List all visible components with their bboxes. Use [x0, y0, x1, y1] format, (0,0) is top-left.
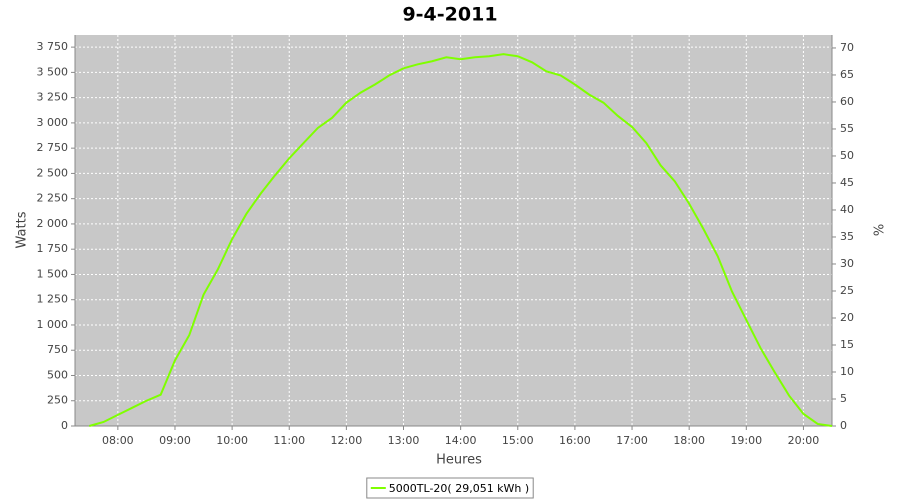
x-tick-label: 13:00: [388, 434, 420, 447]
y-tick-label: 3 250: [37, 91, 69, 104]
y2-tick-label: 35: [840, 230, 854, 243]
legend: [366, 477, 534, 499]
y-tick-label: 3 750: [37, 40, 69, 53]
y2-tick-label: 60: [840, 95, 854, 108]
y2-axis-label: %: [873, 224, 888, 236]
x-tick-label: 12:00: [331, 434, 363, 447]
legend-label: 5000TL-20( 29,051 kWh ): [389, 482, 529, 495]
y2-tick-label: 70: [840, 41, 854, 54]
y2-tick-label: 5: [840, 392, 847, 405]
plot-area: [75, 35, 832, 426]
y2-tick-label: 55: [840, 122, 854, 135]
y2-tick-label: 20: [840, 311, 854, 324]
y-tick-label: 1 250: [37, 293, 69, 306]
y2-tick-label: 40: [840, 203, 854, 216]
x-tick-label: 20:00: [788, 434, 820, 447]
y2-tick-label: 65: [840, 68, 854, 81]
y-tick-label: 3 000: [37, 116, 69, 129]
y-tick-label: 2 500: [37, 166, 69, 179]
x-tick-label: 18:00: [673, 434, 705, 447]
chart-title: 9-4-2011: [402, 4, 497, 26]
y-axis-label: Watts: [15, 211, 30, 248]
y2-tick-label: 30: [840, 257, 854, 270]
y-tick-label: 500: [47, 368, 68, 381]
y-tick-label: 250: [47, 394, 68, 407]
x-tick-label: 08:00: [102, 434, 134, 447]
y2-tick-label: 25: [840, 284, 854, 297]
y2-tick-label: 0: [840, 419, 847, 432]
y-tick-label: 3 500: [37, 65, 69, 78]
x-tick-label: 10:00: [216, 434, 248, 447]
y-tick-label: 2 000: [37, 217, 69, 230]
y-tick-label: 2 250: [37, 192, 69, 205]
y-tick-label: 1 750: [37, 242, 69, 255]
y2-tick-label: 15: [840, 338, 854, 351]
x-tick-label: 11:00: [273, 434, 305, 447]
x-axis-label: Heures: [436, 453, 482, 468]
x-tick-label: 09:00: [159, 434, 191, 447]
y2-tick-label: 50: [840, 149, 854, 162]
y-tick-label: 1 500: [37, 267, 69, 280]
y2-tick-label: 45: [840, 176, 854, 189]
x-tick-label: 16:00: [559, 434, 591, 447]
y2-tick-label: 10: [840, 365, 854, 378]
y-tick-label: 2 750: [37, 141, 69, 154]
x-tick-label: 19:00: [730, 434, 762, 447]
y-tick-label: 1 000: [37, 318, 69, 331]
y-tick-label: 0: [61, 419, 68, 432]
x-tick-label: 17:00: [616, 434, 648, 447]
series-line: [89, 53, 833, 427]
x-tick-label: 14:00: [445, 434, 477, 447]
x-tick-label: 15:00: [502, 434, 534, 447]
y-tick-label: 750: [47, 343, 68, 356]
